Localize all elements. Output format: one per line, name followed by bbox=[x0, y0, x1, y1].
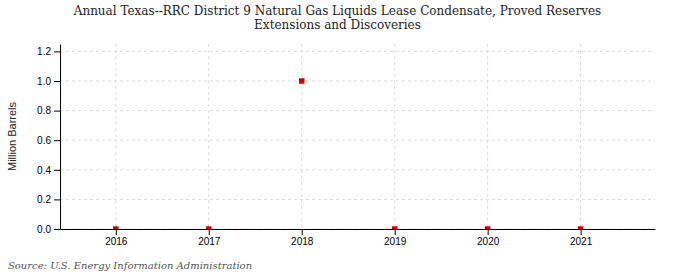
x-tick-label: 2018 bbox=[291, 236, 314, 247]
x-tick-mark bbox=[395, 229, 396, 235]
source-note: Source: U.S. Energy Information Administ… bbox=[8, 260, 252, 271]
grid-line-y bbox=[60, 51, 655, 52]
title-line: Extensions and Discoveries bbox=[254, 18, 421, 32]
title-line: Annual Texas--RRC District 9 Natural Gas… bbox=[73, 4, 601, 18]
y-axis-title: Million Barrels bbox=[6, 101, 18, 171]
y-axis-line bbox=[60, 45, 61, 230]
x-tick-label: 2019 bbox=[384, 236, 407, 247]
grid-line-y bbox=[60, 169, 655, 170]
y-tick: 0.0 bbox=[37, 224, 60, 235]
y-tick: 0.4 bbox=[37, 165, 60, 176]
grid-line-x bbox=[208, 44, 209, 229]
x-tick: 2017 bbox=[198, 229, 221, 247]
y-tick-mark bbox=[54, 111, 60, 112]
x-tick-label: 2020 bbox=[477, 236, 500, 247]
y-tick-mark bbox=[54, 199, 60, 200]
y-tick-mark bbox=[54, 170, 60, 171]
y-tick-label: 0.4 bbox=[37, 165, 51, 176]
grid-line-x bbox=[580, 44, 581, 229]
grid-line-y bbox=[60, 229, 655, 230]
point bbox=[485, 226, 490, 229]
grid-line-x bbox=[487, 44, 488, 229]
x-tick: 2021 bbox=[570, 229, 593, 247]
y-tick: 0.2 bbox=[37, 194, 60, 205]
y-tick-mark bbox=[54, 140, 60, 141]
title: Annual Texas--RRC District 9 Natural Gas… bbox=[73, 4, 601, 32]
y-tick-mark bbox=[54, 51, 60, 52]
y-tick-label: 0.8 bbox=[37, 105, 51, 116]
y-tick-label: 1.2 bbox=[37, 46, 51, 57]
grid-line-x bbox=[394, 44, 395, 229]
x-tick: 2020 bbox=[477, 229, 500, 247]
plot: 2016 2017 2018 2019 2020 2021 0.0 0.2 0.4 0.6 0.8 1… bbox=[37, 44, 655, 247]
x-axis-line bbox=[61, 229, 656, 230]
y-tick: 0.6 bbox=[37, 135, 60, 146]
x-axis: 2016 2017 2018 2019 2020 2021 bbox=[61, 229, 656, 247]
point bbox=[392, 226, 397, 229]
x-tick-label: 2017 bbox=[198, 236, 221, 247]
x-tick-label: 2021 bbox=[570, 236, 593, 247]
y-axis: 0.0 0.2 0.4 0.6 0.8 1.0 1.2 bbox=[37, 45, 60, 235]
y-tick: 0.8 bbox=[37, 105, 60, 116]
grid-line-y bbox=[60, 81, 655, 82]
grid bbox=[60, 44, 655, 229]
grid-line-y bbox=[60, 199, 655, 200]
x-tick: 2018 bbox=[291, 229, 314, 247]
y-tick-label: 0.2 bbox=[37, 194, 51, 205]
y-tick-label: 0.0 bbox=[37, 224, 51, 235]
x-tick: 2016 bbox=[105, 229, 128, 247]
point bbox=[299, 78, 304, 83]
x-tick-mark bbox=[302, 229, 303, 235]
y-tick-label: 1.0 bbox=[37, 76, 51, 87]
grid-line-y bbox=[60, 140, 655, 141]
point bbox=[113, 226, 118, 229]
grid-line-x bbox=[301, 44, 302, 229]
x-tick-mark bbox=[581, 229, 582, 235]
x-tick-mark bbox=[209, 229, 210, 235]
x-tick-mark bbox=[488, 229, 489, 235]
x-tick: 2019 bbox=[384, 229, 407, 247]
points bbox=[113, 78, 583, 229]
y-tick: 1.2 bbox=[37, 46, 60, 57]
x-tick-mark bbox=[116, 229, 117, 235]
y-tick-mark bbox=[54, 229, 60, 230]
y-tick: 1.0 bbox=[37, 76, 60, 87]
y-tick-mark bbox=[54, 81, 60, 82]
point bbox=[578, 226, 583, 229]
grid-line-y bbox=[60, 110, 655, 111]
point bbox=[206, 226, 211, 229]
chart: Annual Texas--RRC District 9 Natural Gas… bbox=[0, 0, 675, 275]
y-tick-label: 0.6 bbox=[37, 135, 51, 146]
grid-line-x bbox=[115, 44, 116, 229]
x-tick-label: 2016 bbox=[105, 236, 128, 247]
